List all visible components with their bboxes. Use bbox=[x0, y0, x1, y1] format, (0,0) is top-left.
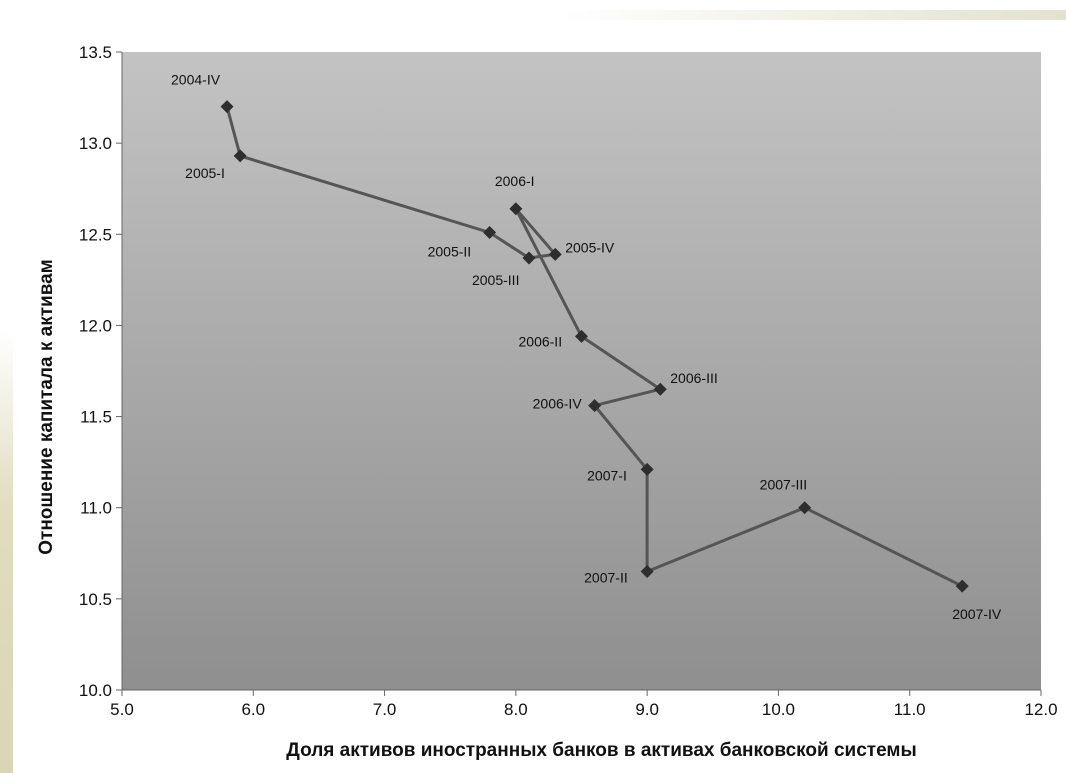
x-tick-label: 10.0 bbox=[762, 700, 795, 719]
x-tick-labels: 5.0 6.0 7.0 8.0 9.0 10.0 11.0 12.0 bbox=[110, 700, 1057, 719]
x-tick-label: 11.0 bbox=[894, 700, 926, 719]
data-point-marker bbox=[575, 329, 588, 343]
plot-area bbox=[122, 52, 1041, 690]
x-axis-title: Доля активов иностранных банков в актива… bbox=[286, 740, 916, 761]
x-tick-label: 9.0 bbox=[635, 700, 659, 719]
data-point-marker bbox=[798, 501, 812, 515]
x-tick-label: 12.0 bbox=[1024, 700, 1057, 719]
y-tick-label: 12.0 bbox=[79, 316, 112, 335]
data-point-marker bbox=[640, 565, 654, 579]
data-point-marker bbox=[483, 225, 497, 239]
y-tick-label: 13.0 bbox=[79, 134, 112, 153]
y-tick-label: 10.0 bbox=[79, 681, 112, 700]
y-tick-label: 11.5 bbox=[80, 408, 112, 427]
data-point-label: 2006-IV bbox=[533, 396, 583, 412]
x-tick-label: 7.0 bbox=[373, 700, 397, 719]
data-point-marker bbox=[220, 100, 234, 114]
data-point-label: 2007-I bbox=[587, 467, 627, 483]
data-point-marker bbox=[509, 202, 523, 216]
x-tick-label: 8.0 bbox=[504, 700, 528, 719]
data-point-label: 2007-II bbox=[584, 570, 628, 586]
data-point-label: 2006-I bbox=[495, 173, 535, 189]
data-point-label: 2006-II bbox=[519, 333, 563, 349]
data-point-marker bbox=[955, 579, 969, 593]
data-point-label: 2005-IV bbox=[565, 239, 615, 255]
data-point-label: 2005-I bbox=[185, 165, 225, 181]
data-point-label: 2007-IV bbox=[952, 606, 1002, 622]
data-point-marker bbox=[588, 399, 602, 413]
y-tick-label: 11.0 bbox=[80, 499, 112, 518]
data-point-marker bbox=[233, 149, 247, 163]
data-point-marker bbox=[522, 251, 536, 265]
data-point-label: 2005-III bbox=[472, 272, 519, 288]
series bbox=[220, 100, 969, 593]
data-point-marker bbox=[640, 462, 654, 476]
data-point-label: 2004-IV bbox=[171, 72, 221, 88]
axes bbox=[116, 51, 1042, 696]
y-tick-label: 12.5 bbox=[79, 225, 112, 244]
data-point-marker bbox=[548, 247, 562, 261]
decorative-side-bar bbox=[0, 330, 13, 773]
data-point-label: 2007-III bbox=[760, 477, 807, 493]
y-axis-title: Отношение капитала к активам bbox=[36, 259, 57, 555]
data-point-label: 2006-III bbox=[670, 370, 717, 386]
y-tick-label: 10.5 bbox=[79, 590, 112, 609]
data-point-marker bbox=[653, 382, 667, 396]
data-point-label: 2005-II bbox=[428, 243, 472, 259]
x-tick-label: 5.0 bbox=[110, 700, 134, 719]
decorative-top-bar bbox=[560, 10, 1066, 20]
y-tick-labels: 10.0 10.5 11.0 11.5 12.0 12.5 13.0 13.5 bbox=[79, 43, 112, 700]
y-tick-label: 13.5 bbox=[79, 43, 112, 62]
x-tick-label: 6.0 bbox=[241, 700, 265, 719]
